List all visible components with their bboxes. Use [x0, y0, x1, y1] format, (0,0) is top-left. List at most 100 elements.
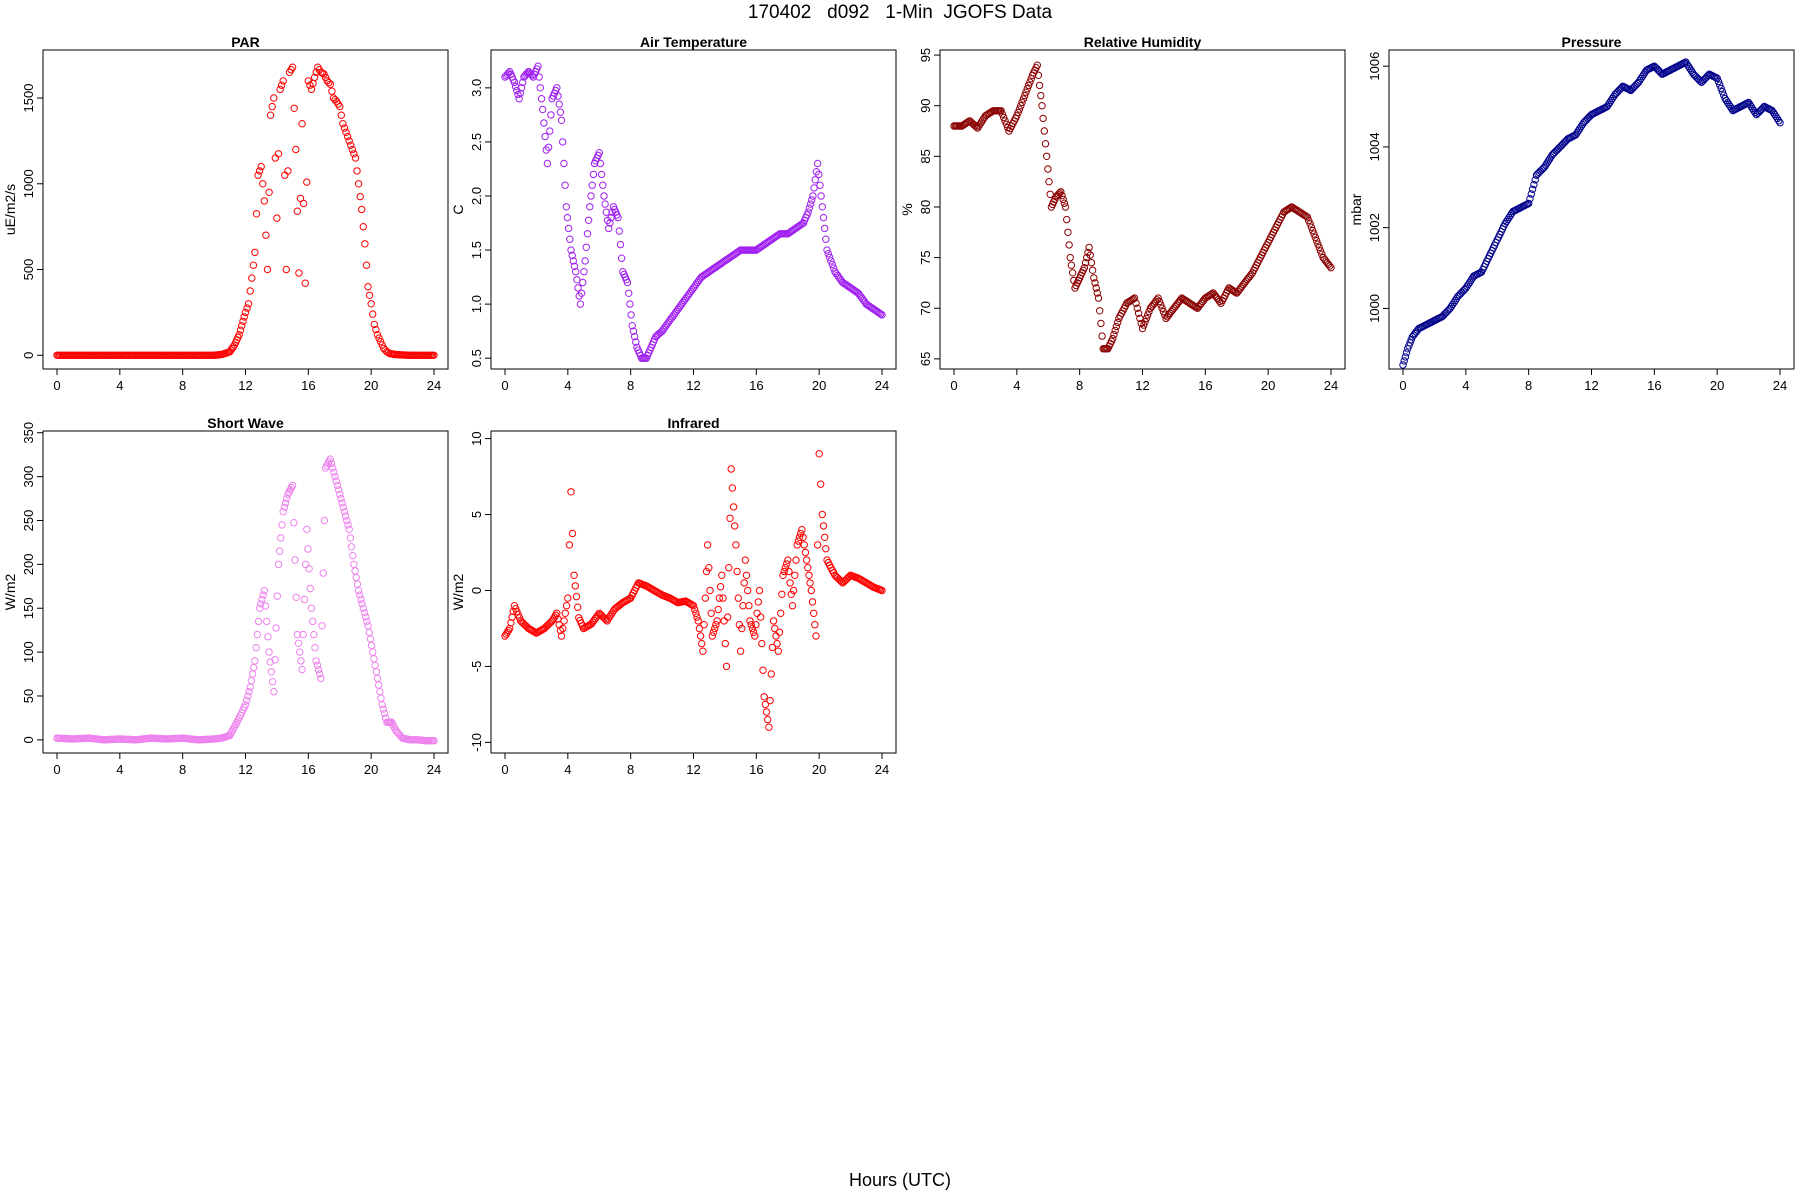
data-point: [1572, 131, 1580, 139]
data-point: [762, 708, 771, 716]
data-point: [268, 102, 276, 111]
x-tick-label: 16: [1647, 378, 1661, 393]
data-point: [310, 73, 319, 82]
data-point: [805, 571, 813, 579]
data-point: [372, 668, 380, 676]
data-point: [843, 575, 851, 583]
data-point: [357, 595, 365, 604]
data-point: [1314, 240, 1322, 248]
data-point: [343, 132, 352, 141]
data-point: [831, 571, 839, 579]
data-point: [572, 268, 580, 276]
data-point: [768, 643, 777, 652]
data-point: [745, 602, 753, 610]
data-point: [822, 235, 830, 243]
data-point: [364, 622, 372, 630]
data-point: [544, 621, 552, 629]
y-tick-label: 85: [918, 149, 933, 163]
data-point: [310, 630, 318, 639]
data-point: [810, 609, 818, 617]
panel-title: Infrared: [667, 415, 719, 431]
plot-frame: [490, 430, 897, 754]
par-points: [53, 63, 438, 359]
x-tick-label: 20: [812, 762, 826, 777]
data-point: [724, 613, 732, 621]
data-point: [1154, 294, 1162, 302]
data-point: [1467, 276, 1475, 284]
data-point: [563, 213, 572, 222]
y-tick-label: 1006: [1367, 52, 1382, 81]
data-point: [329, 464, 337, 472]
short-wave-points: [53, 455, 438, 745]
data-point: [301, 279, 309, 287]
panel-air-temperature: Air Temperature C 0 4 8 12 16 20 24 0.5 1.0 1.5 2.0 2…: [450, 34, 897, 393]
data-point: [554, 92, 562, 100]
x-tick-label: 16: [301, 378, 315, 393]
data-point: [600, 614, 609, 622]
data-point: [318, 622, 326, 630]
x-tick-label: 20: [1261, 378, 1275, 393]
data-point: [358, 600, 366, 608]
data-point: [721, 639, 729, 648]
data-point: [320, 70, 328, 78]
data-point: [319, 569, 327, 577]
data-point: [565, 541, 574, 549]
data-point: [580, 268, 588, 276]
data-point: [290, 519, 298, 527]
data-point: [1092, 284, 1100, 292]
data-point: [766, 696, 774, 705]
data-point: [586, 203, 594, 211]
y-tick-label: 50: [21, 689, 36, 703]
x-tick-label: 4: [1013, 378, 1020, 393]
data-point: [349, 551, 357, 560]
data-point: [1035, 81, 1044, 90]
data-point: [1326, 262, 1334, 270]
data-point: [297, 657, 305, 665]
x-tick-label: 4: [1462, 378, 1469, 393]
data-point: [780, 567, 788, 576]
data-point: [257, 600, 265, 608]
data-point: [759, 666, 767, 674]
data-point: [366, 635, 375, 643]
data-point: [747, 621, 755, 629]
data-point: [321, 73, 330, 82]
data-point: [794, 537, 803, 545]
panel-par: PAR uE/m2/s 0 4 8 12 16 20 24 0 500 1000 1500: [2, 34, 449, 393]
data-point: [1057, 188, 1065, 196]
y-axis-label: %: [899, 203, 915, 215]
x-tick-label: 16: [1198, 378, 1212, 393]
data-point: [296, 648, 304, 656]
data-point: [775, 628, 784, 636]
data-point: [341, 512, 350, 520]
data-point: [1713, 74, 1721, 83]
data-point: [1527, 190, 1536, 198]
data-point: [1540, 163, 1549, 171]
data-point: [274, 150, 283, 158]
data-point: [288, 481, 297, 490]
y-tick-label: 100: [21, 641, 36, 663]
data-point: [782, 560, 791, 568]
data-point: [695, 624, 704, 633]
data-point: [708, 632, 716, 640]
data-point: [823, 246, 831, 254]
data-point: [1505, 213, 1513, 222]
data-point: [1315, 243, 1323, 252]
y-tick-label: 500: [21, 259, 36, 281]
data-point: [752, 621, 760, 629]
data-point: [878, 586, 886, 595]
data-point: [359, 604, 367, 612]
data-point: [339, 120, 347, 128]
data-point: [544, 143, 553, 152]
data-point: [356, 591, 364, 599]
data-point: [247, 676, 256, 685]
data-point: [714, 605, 722, 614]
x-axis-label: Hours (UTC): [849, 1170, 951, 1190]
y-tick-label: 0: [21, 352, 36, 359]
y-tick-label: 200: [21, 554, 36, 576]
data-point: [614, 213, 622, 222]
data-point: [1684, 62, 1693, 70]
data-point: [583, 230, 592, 238]
data-point: [798, 526, 806, 534]
y-axis-label: uE/m2/s: [2, 184, 18, 235]
y-tick-label: 300: [21, 466, 36, 488]
